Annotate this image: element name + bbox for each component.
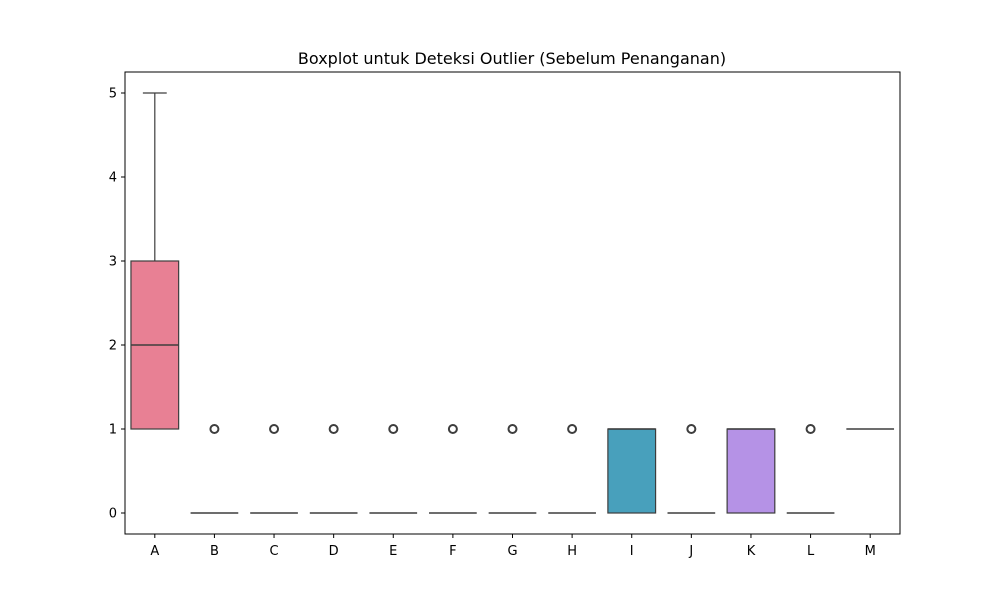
box-body [726, 428, 776, 514]
y-tick-label: 0 [109, 507, 117, 522]
outlier-point [567, 424, 578, 434]
x-tick-label: B [210, 544, 219, 559]
box-f [429, 424, 477, 514]
plot-frame [124, 71, 901, 535]
box-body [607, 428, 657, 514]
box-l [786, 424, 835, 514]
y-tick-label: 3 [109, 255, 117, 270]
x-tick-label: I [630, 544, 634, 559]
x-tick-label: K [747, 544, 756, 559]
outlier-point [686, 424, 697, 434]
y-tick-label: 5 [109, 87, 117, 102]
x-tick-label: L [807, 544, 815, 559]
box-e [369, 424, 418, 514]
x-tick-label: C [269, 544, 278, 559]
y-tick-label: 4 [109, 171, 117, 186]
x-tick-label: J [688, 544, 693, 559]
x-tick-label: G [507, 544, 517, 559]
box-g [488, 424, 537, 514]
box-k [726, 428, 776, 514]
box-i [607, 428, 657, 514]
x-tick-label: A [150, 544, 159, 559]
x-tick-label: E [389, 544, 397, 559]
box-c [250, 424, 298, 514]
y-tick-label: 1 [109, 423, 117, 438]
plot-area [130, 92, 895, 514]
outlier-point [328, 424, 339, 434]
box-d [309, 424, 358, 514]
outlier-point [209, 424, 220, 434]
box-b [190, 424, 239, 514]
x-tick-label: F [449, 544, 456, 559]
outlier-point [447, 424, 458, 434]
box-j [667, 424, 716, 514]
y-tick-label: 2 [109, 339, 117, 354]
outlier-point [388, 424, 399, 434]
outlier-point [269, 424, 280, 434]
outlier-point [805, 424, 816, 434]
x-tick-label: D [329, 544, 339, 559]
x-tick-label: M [865, 544, 876, 559]
box-h [548, 424, 596, 514]
outlier-point [507, 424, 518, 434]
x-tick-label: H [567, 544, 577, 559]
chart-title: Boxplot untuk Deteksi Outlier (Sebelum P… [298, 49, 726, 68]
box-a [130, 92, 180, 430]
